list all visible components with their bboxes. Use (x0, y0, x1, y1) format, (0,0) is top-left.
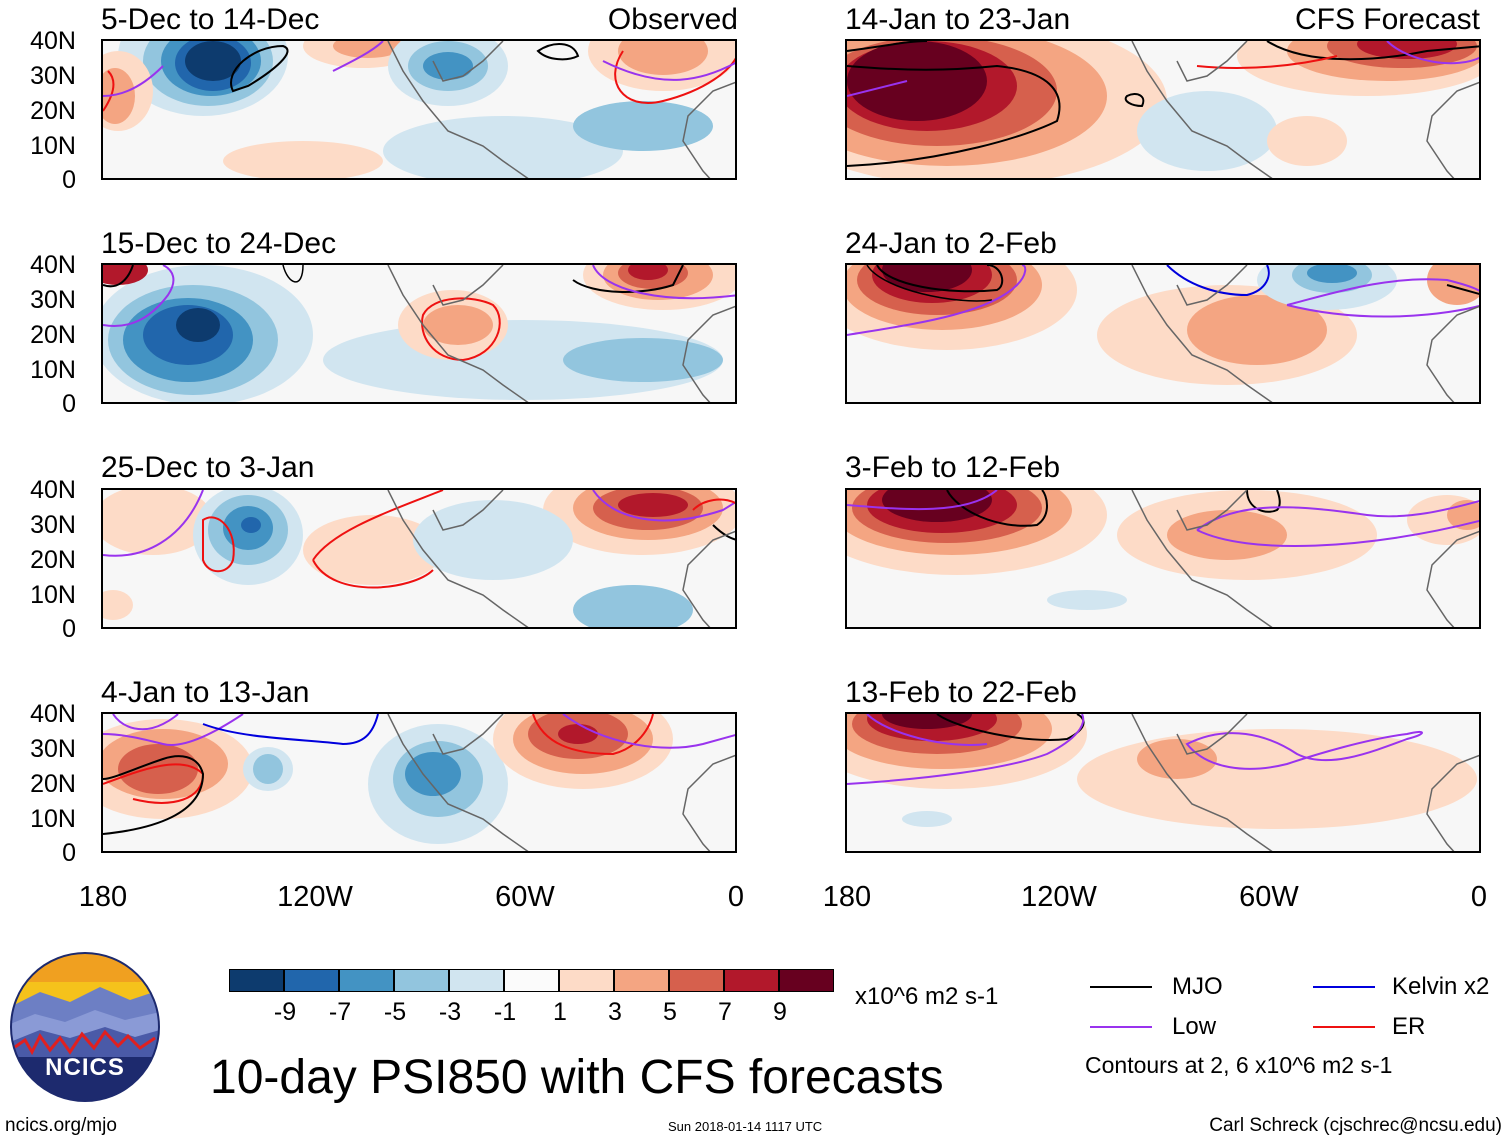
colorbar-label: -9 (273, 998, 297, 1026)
lat-label: 10N (30, 805, 76, 833)
panel-title-2: 15-Dec to 24-Dec (101, 227, 337, 260)
map-panel-7 (845, 488, 1481, 629)
lat-label: 10N (30, 581, 76, 609)
figure-title: 10-day PSI850 with CFS forecasts (210, 1051, 944, 1104)
colorbar-units: x10^6 m2 s-1 (855, 983, 999, 1010)
colorbar-swatch (339, 969, 394, 992)
lon-label: 0 (727, 881, 745, 913)
legend-low-line (1090, 1026, 1152, 1028)
colorbar-swatch (614, 969, 669, 992)
lon-label: 0 (1470, 881, 1488, 913)
colorbar-label: 9 (773, 998, 787, 1026)
map-panel-6 (845, 263, 1481, 404)
lat-label: 0 (62, 615, 76, 643)
lat-label: 0 (62, 166, 76, 194)
lat-label: 10N (30, 132, 76, 160)
legend-mjo-line (1090, 986, 1152, 988)
lat-label: 10N (30, 356, 76, 384)
legend-low-label: Low (1172, 1013, 1217, 1040)
panel-title-1: 5-Dec to 14-Dec (101, 3, 320, 36)
lat-label: 20N (30, 97, 76, 125)
colorbar-swatch (779, 969, 834, 992)
lat-label: 30N (30, 286, 76, 314)
map-panel-8 (845, 712, 1481, 853)
map-panel-2 (101, 263, 737, 404)
panel-title-8: 13-Feb to 22-Feb (845, 676, 1077, 709)
lat-label: 20N (30, 546, 76, 574)
panel-tag-observed: Observed (607, 3, 738, 36)
colorbar-swatch (559, 969, 614, 992)
legend-er-line (1313, 1026, 1375, 1028)
lat-label: 40N (30, 700, 76, 728)
logo-text: NCICS (45, 1054, 125, 1081)
legend-contours-note: Contours at 2, 6 x10^6 m2 s-1 (1085, 1052, 1393, 1078)
ncics-logo: NCICS (10, 952, 160, 1102)
colorbar-swatch (394, 969, 449, 992)
lon-label: 120W (277, 881, 353, 913)
panel-title-5: 14-Jan to 23-Jan (845, 3, 1071, 36)
panel-tag-forecast: CFS Forecast (1294, 3, 1480, 36)
colorbar-label: 1 (553, 998, 567, 1026)
colorbar-label: 5 (663, 998, 677, 1026)
legend-kelvin-label: Kelvin x2 (1392, 973, 1490, 1000)
colorbar-label: -5 (383, 998, 407, 1026)
legend-er-label: ER (1392, 1013, 1426, 1040)
legend-mjo-label: MJO (1172, 973, 1223, 1000)
lat-label: 20N (30, 770, 76, 798)
colorbar-label: -7 (328, 998, 352, 1026)
panel-title-4: 4-Jan to 13-Jan (101, 676, 310, 709)
colorbar-label: 3 (608, 998, 622, 1026)
map-panel-1 (101, 39, 737, 180)
colorbar-label: -3 (438, 998, 462, 1026)
colorbar-label: -1 (493, 998, 517, 1026)
lon-label: 120W (1021, 881, 1097, 913)
colorbar-swatch (669, 969, 724, 992)
footer-timestamp: Sun 2018-01-14 1117 UTC (668, 1119, 823, 1134)
lon-label: 180 (78, 881, 128, 913)
lat-label: 0 (62, 839, 76, 867)
colorbar-swatch (724, 969, 779, 992)
map-panel-3 (101, 488, 737, 629)
lat-label: 40N (30, 251, 76, 279)
footer-url[interactable]: ncics.org/mjo (5, 1115, 117, 1136)
lat-label: 30N (30, 511, 76, 539)
lon-label: 60W (495, 881, 555, 913)
panel-title-7: 3-Feb to 12-Feb (845, 451, 1061, 484)
colorbar-swatch (229, 969, 284, 992)
colorbar-swatch (504, 969, 559, 992)
lon-label: 180 (822, 881, 872, 913)
panel-title-3: 25-Dec to 3-Jan (101, 451, 315, 484)
lon-label: 60W (1239, 881, 1299, 913)
footer-credit: Carl Schreck (cjschrec@ncsu.edu) (1209, 1115, 1502, 1136)
lat-label: 40N (30, 27, 76, 55)
lat-label: 20N (30, 321, 76, 349)
lat-label: 30N (30, 62, 76, 90)
colorbar-swatch (284, 969, 339, 992)
lat-label: 0 (62, 390, 76, 418)
lat-label: 30N (30, 735, 76, 763)
lat-label: 40N (30, 476, 76, 504)
panel-title-6: 24-Jan to 2-Feb (845, 227, 1057, 260)
map-panel-4 (101, 712, 737, 853)
legend-kelvin-line (1313, 986, 1375, 988)
colorbar-label: 7 (718, 998, 732, 1026)
map-panel-5 (845, 39, 1481, 180)
colorbar-swatch (449, 969, 504, 992)
